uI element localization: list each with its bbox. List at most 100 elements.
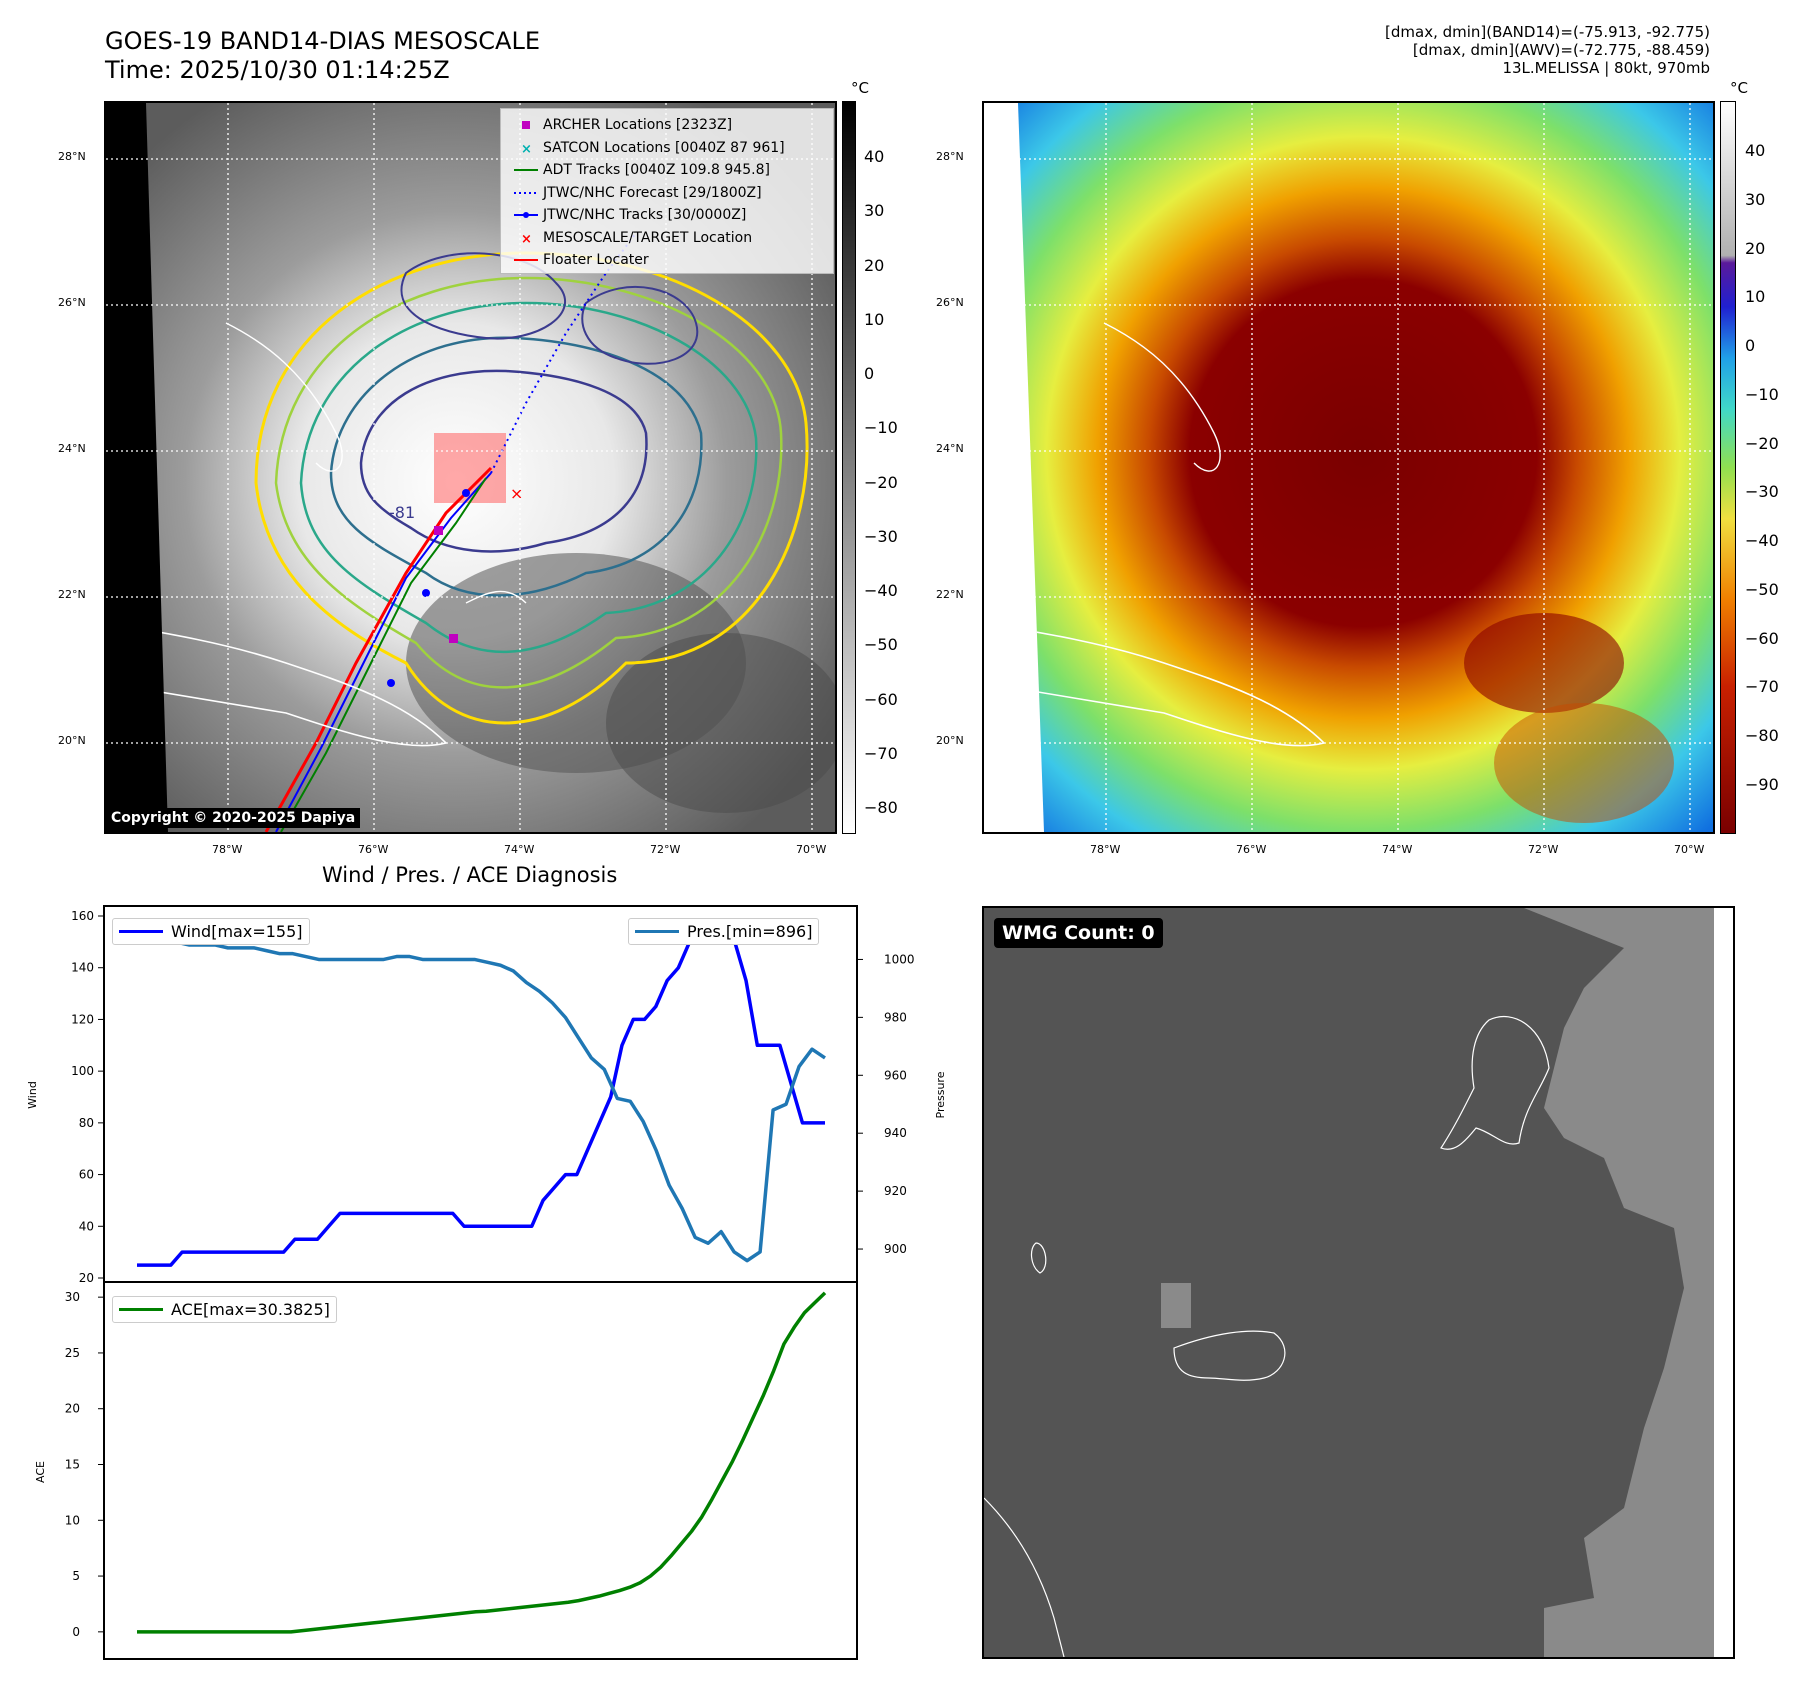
awv-colorbar: [1720, 101, 1736, 834]
pres-legend: Pres.[min=896]: [628, 918, 820, 945]
pres-tick-label: 980: [884, 1010, 907, 1024]
legend-item: JTWC/NHC Tracks [30/0000Z]: [509, 204, 825, 227]
legend-marker-icon: [509, 209, 543, 221]
figure-title: GOES-19 BAND14-DIAS MESOSCALE Time: 2025…: [105, 27, 540, 85]
ir-colorbar-tick: −10: [864, 418, 898, 438]
legend-label: MESOSCALE/TARGET Location: [543, 229, 753, 246]
legend-item: ADT Tracks [0040Z 109.8 945.8]: [509, 159, 825, 182]
title-line-2: Time: 2025/10/30 01:14:25Z: [105, 56, 450, 84]
awv-colorbar-tick: −60: [1745, 628, 1779, 648]
ace-tick-label: 20: [65, 1402, 80, 1416]
lon-tick-label: 74°W: [504, 843, 535, 856]
lat-tick-label: 28°N: [936, 150, 964, 163]
ir-colorbar-tick: 0: [864, 364, 875, 383]
awv-colorbar-tick: 30: [1745, 189, 1766, 209]
lon-tick-label: 78°W: [212, 843, 243, 856]
lat-tick-label: 26°N: [58, 296, 86, 309]
awv-colorbar-tick: −80: [1745, 726, 1779, 746]
wind-tick-label: 140: [71, 961, 94, 975]
awv-colorbar-tick: −40: [1745, 531, 1779, 551]
pres-legend-label: Pres.[min=896]: [687, 922, 813, 941]
legend-label: ADT Tracks [0040Z 109.8 945.8]: [543, 162, 770, 179]
wind-ylabel: Wind: [26, 1081, 39, 1109]
diagnosis-title: Wind / Pres. / ACE Diagnosis: [322, 863, 618, 887]
ace-axes: [103, 1281, 858, 1660]
lat-tick-label: 24°N: [58, 442, 86, 455]
legend-label: JTWC/NHC Tracks [30/0000Z]: [543, 207, 747, 224]
map-legend: ARCHER Locations [2323Z] × SATCON Location…: [500, 108, 834, 274]
legend-item: JTWC/NHC Forecast [29/1800Z]: [509, 182, 825, 205]
ir-colorbar-unit: °C: [851, 79, 869, 97]
awv-colorbar-tick: −50: [1745, 579, 1779, 599]
ir-colorbar-tick: −60: [864, 689, 898, 709]
lon-tick-label: 76°W: [358, 843, 389, 856]
ir-colorbar-tick: 10: [864, 309, 885, 329]
ace-ylabel: ACE: [34, 1461, 47, 1483]
awv-map-panel: [982, 101, 1715, 834]
wind-tick-label: 100: [71, 1064, 94, 1078]
awv-colorbar-tick: 0: [1745, 336, 1756, 356]
ir-colorbar: [842, 101, 856, 834]
band14-range: [dmax, dmin](BAND14)=(-75.913, -92.775): [1385, 23, 1710, 41]
series-line-left: [137, 927, 825, 1267]
wmg-count-badge: WMG Count: 0: [994, 918, 1163, 948]
ace-legend-label: ACE[max=30.3825]: [171, 1300, 330, 1319]
series-line-ace: [137, 1291, 827, 1634]
ace-legend-swatch: [119, 1308, 163, 1311]
legend-marker-icon: ×: [509, 142, 543, 154]
wind-tick-label: 40: [79, 1219, 94, 1233]
lon-tick-label: 74°W: [1382, 843, 1413, 856]
wind-tick-label: 160: [71, 909, 94, 923]
awv-map-image: [984, 103, 1713, 832]
pres-tick-label: 960: [884, 1068, 907, 1082]
legend-item: Floater Locater: [509, 249, 825, 272]
lat-tick-label: 22°N: [936, 588, 964, 601]
pres-tick-label: 900: [884, 1242, 907, 1256]
ace-tick-label: 15: [65, 1458, 80, 1472]
series-line-right: [137, 940, 826, 1263]
lon-tick-label: 70°W: [1674, 843, 1705, 856]
pres-tick-label: 1000: [884, 952, 915, 966]
pres-ylabel: Pressure: [934, 1071, 947, 1118]
wmg-panel: [982, 906, 1735, 1659]
svg-text:×: ×: [521, 142, 532, 154]
dmax-info: [dmax, dmin](BAND14)=(-75.913, -92.775) …: [1385, 23, 1710, 77]
legend-item: ARCHER Locations [2323Z]: [509, 114, 825, 137]
lon-tick-label: 72°W: [650, 843, 681, 856]
legend-item: × SATCON Locations [0040Z 87 961]: [509, 137, 825, 160]
awv-colorbar-tick: −10: [1745, 384, 1779, 404]
ir-colorbar-tick: −70: [864, 743, 898, 763]
wind-tick-label: 120: [71, 1012, 94, 1026]
wmg-image: [984, 908, 1733, 1657]
ace-legend: ACE[max=30.3825]: [112, 1296, 337, 1323]
lat-tick-label: 20°N: [936, 734, 964, 747]
ir-colorbar-tick: −80: [864, 798, 898, 817]
awv-colorbar-tick: −90: [1745, 775, 1779, 794]
awv-range: [dmax, dmin](AWV)=(-72.775, -88.459): [1412, 41, 1710, 59]
storm-info: 13L.MELISSA | 80kt, 970mb: [1502, 59, 1710, 77]
ace-tick-label: 25: [65, 1346, 80, 1360]
legend-item: × MESOSCALE/TARGET Location: [509, 227, 825, 250]
wind-legend-label: Wind[max=155]: [171, 922, 303, 941]
lat-tick-label: 28°N: [58, 150, 86, 163]
pres-legend-swatch: [635, 930, 679, 933]
ir-colorbar-tick: −30: [864, 526, 898, 546]
ir-colorbar-tick: −20: [864, 472, 898, 492]
legend-marker-icon: ×: [509, 232, 543, 244]
pres-tick-label: 940: [884, 1126, 907, 1140]
awv-colorbar-tick: −30: [1745, 482, 1779, 502]
legend-marker-icon: [509, 254, 543, 266]
contour-label: -81: [389, 503, 415, 522]
awv-colorbar-unit: °C: [1730, 79, 1748, 97]
ir-colorbar-tick: −50: [864, 635, 898, 655]
legend-marker-icon: [509, 187, 543, 199]
copyright-badge: Copyright © 2020-2025 Dapiya: [106, 808, 361, 828]
ace-tick-label: 5: [72, 1569, 80, 1583]
lon-tick-label: 76°W: [1236, 843, 1267, 856]
legend-label: JTWC/NHC Forecast [29/1800Z]: [543, 184, 762, 201]
lat-tick-label: 26°N: [936, 296, 964, 309]
lat-tick-label: 22°N: [58, 588, 86, 601]
svg-text:×: ×: [521, 232, 532, 244]
legend-label: Floater Locater: [543, 252, 649, 269]
ace-tick-label: 30: [65, 1290, 80, 1304]
